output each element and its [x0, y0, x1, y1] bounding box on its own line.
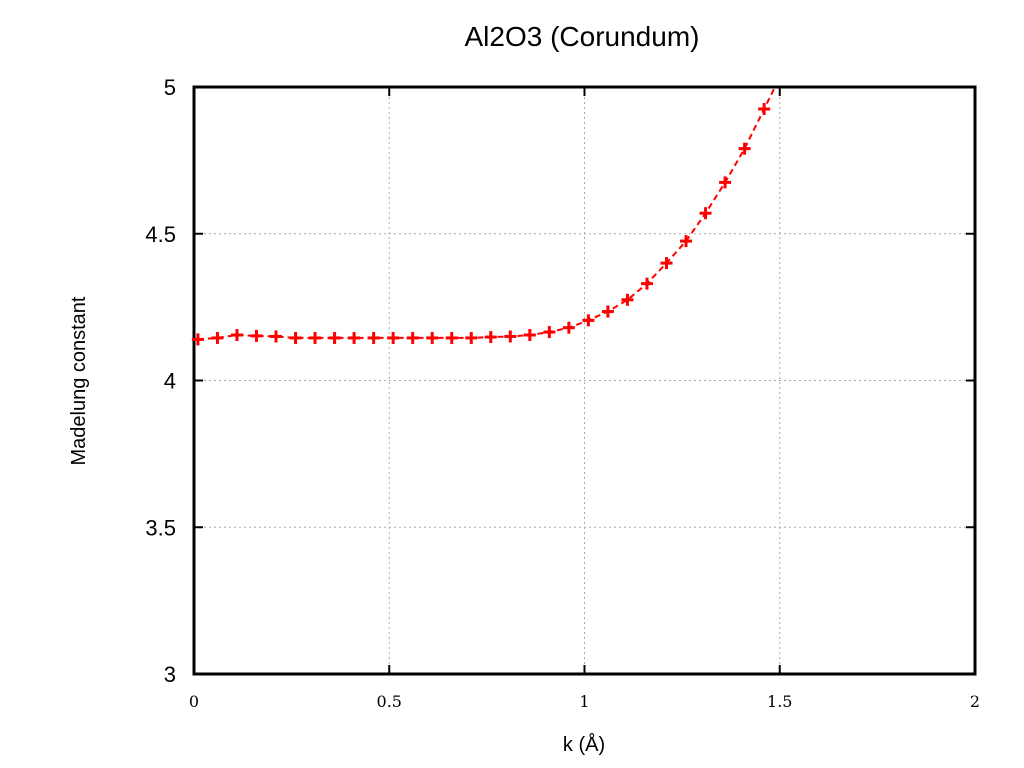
y-tick-label: 3 — [164, 662, 176, 687]
grid-lines — [194, 87, 975, 674]
data-point-marker — [738, 142, 751, 155]
data-point-marker — [367, 331, 380, 344]
series-line — [197, 86, 776, 341]
data-point-marker — [270, 330, 283, 343]
data-point-marker — [309, 331, 322, 344]
data-point-marker — [660, 257, 673, 270]
data-point-marker — [484, 331, 497, 344]
data-point-marker — [523, 329, 536, 342]
x-axis-label: k (Å) — [563, 733, 605, 756]
data-point-marker — [250, 329, 263, 342]
data-point-marker — [289, 331, 302, 344]
data-point-marker — [465, 331, 478, 344]
y-axis-label: Madelung constant — [68, 296, 90, 465]
data-point-marker — [387, 331, 400, 344]
data-point-marker — [562, 321, 575, 334]
y-tick-label: 5 — [164, 75, 176, 100]
x-tick-label: 0 — [189, 692, 199, 711]
x-tick-label: 1 — [579, 692, 589, 711]
series-madelung — [191, 86, 776, 346]
data-point-marker — [426, 331, 439, 344]
data-point-marker — [211, 331, 224, 344]
y-tick-label: 4.5 — [145, 222, 176, 247]
data-point-marker — [504, 330, 517, 343]
data-point-marker — [230, 329, 243, 342]
data-point-marker — [406, 331, 419, 344]
data-point-marker — [191, 333, 204, 346]
data-point-marker — [582, 314, 595, 327]
data-point-marker — [699, 207, 712, 220]
axis-ticks — [193, 86, 976, 675]
data-point-marker — [758, 103, 771, 116]
data-point-marker — [348, 331, 361, 344]
data-point-marker — [621, 293, 634, 306]
x-tick-label: 2 — [970, 692, 980, 711]
data-point-marker — [543, 326, 556, 339]
y-tick-labels: 3 3.5 4 4.5 5 — [145, 75, 176, 687]
data-point-marker — [719, 176, 732, 189]
y-tick-label: 4 — [164, 369, 176, 394]
x-tick-label: 1.5 — [767, 692, 792, 711]
data-point-marker — [445, 331, 458, 344]
data-point-marker — [640, 277, 653, 290]
data-point-marker — [680, 235, 693, 248]
y-tick-label: 3.5 — [145, 515, 176, 540]
x-tick-label: 0.5 — [377, 692, 402, 711]
x-tick-labels: 0 0.5 1 1.5 2 — [189, 692, 980, 711]
chart-title: Al2O3 (Corundum) — [465, 21, 700, 52]
data-point-marker — [328, 331, 341, 344]
data-point-marker — [601, 305, 614, 318]
